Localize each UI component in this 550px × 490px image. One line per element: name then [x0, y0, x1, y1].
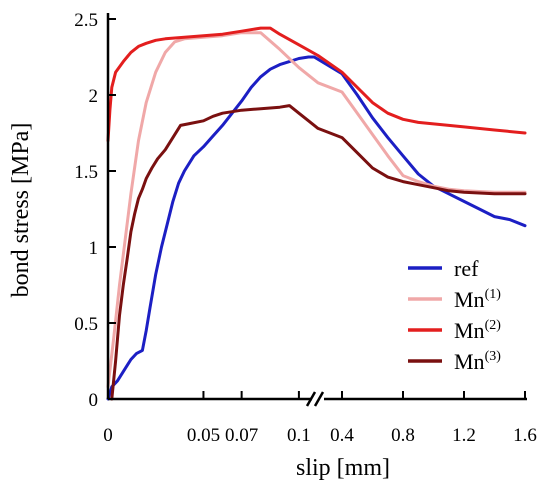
x-axis-title: slip [mm]: [296, 455, 390, 481]
x-tick-label: 0.07: [225, 425, 258, 446]
x-tick-label: 0.4: [330, 425, 354, 446]
y-tick-label: 1.5: [74, 162, 98, 183]
series-line-mn2: [106, 26, 527, 143]
y-tick-label: 2: [89, 86, 99, 107]
x-tick-label: 1.6: [513, 425, 537, 446]
series-layer: [106, 26, 527, 401]
y-axis-title: bond stress [MPa]: [8, 123, 34, 298]
y-tick-label: 2.5: [74, 10, 98, 31]
legend: ref Mn(1) Mn(2) Mn(3): [408, 256, 501, 374]
x-tick-label: 1.2: [452, 425, 476, 446]
legend-label-mn2: Mn(2): [454, 318, 501, 343]
y-tick-label: 1: [89, 238, 99, 259]
series-line-ref: [106, 55, 527, 401]
axis-break-mark: [305, 391, 317, 407]
x-tick-label: 0.05: [187, 425, 220, 446]
series-line-mn3: [110, 104, 527, 401]
axes-layer: 0 0.5 1 1.5 2 2.5 0 0.05 0.07 0.1 0.4 0.8 1.2 1.6: [74, 10, 537, 446]
x-tick-label: 0: [103, 425, 113, 446]
x-tick-label: 0.8: [391, 425, 415, 446]
axis-break-mark: [313, 391, 325, 407]
legend-label-mn1: Mn(1): [454, 287, 501, 312]
series-line-mn1: [106, 31, 527, 389]
legend-label-mn3: Mn(3): [454, 349, 501, 374]
legend-label-ref: ref: [454, 256, 479, 281]
y-tick-label: 0: [89, 390, 99, 411]
x-tick-label: 0.1: [287, 425, 311, 446]
y-tick-label: 0.5: [74, 314, 98, 335]
